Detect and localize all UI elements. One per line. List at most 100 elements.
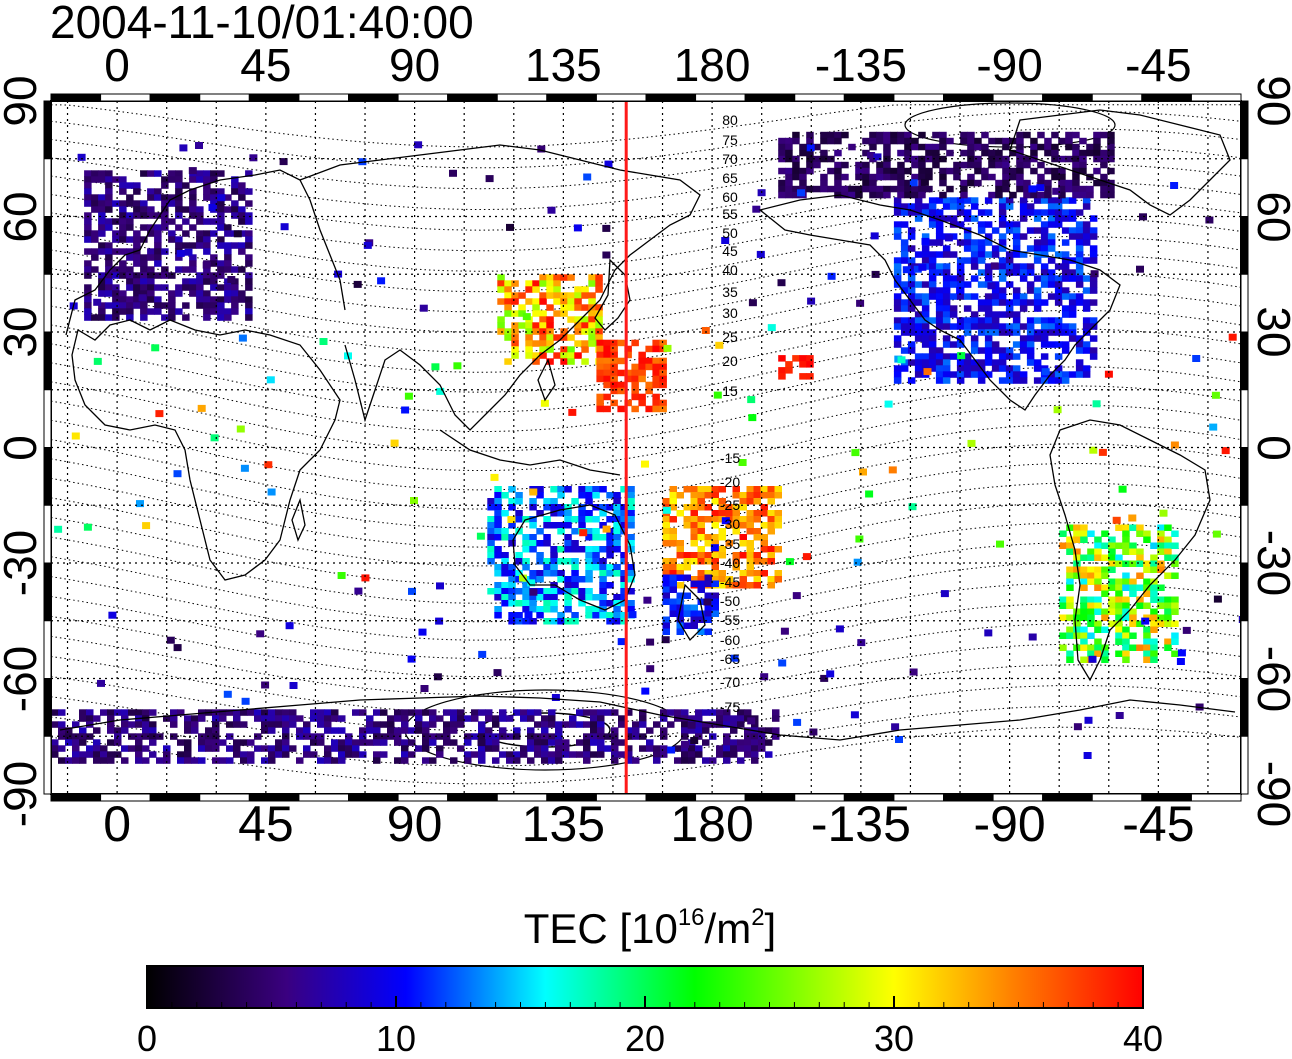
tec-cell <box>806 167 814 175</box>
tec-cell <box>995 179 1003 187</box>
tec-cell <box>303 721 311 728</box>
tec-cell <box>147 254 155 261</box>
tec-cell <box>261 745 269 752</box>
tec-cell <box>226 709 234 716</box>
tec-cell <box>1107 155 1115 163</box>
tec-cell <box>599 570 607 577</box>
tec-cell <box>567 304 575 311</box>
tec-cell <box>785 137 793 145</box>
tec-cell <box>1093 143 1101 151</box>
tec-cell <box>1107 167 1115 175</box>
tec-cell <box>1068 275 1077 282</box>
contour-labels: 8075706560555045403530252015-15-20-25-30… <box>720 112 740 715</box>
tec-cell <box>1171 602 1179 609</box>
tec-cell <box>652 363 660 371</box>
tec-cell <box>317 757 325 764</box>
tec-cell <box>963 257 972 264</box>
tec-cell <box>963 209 972 216</box>
tec-cell <box>140 266 148 273</box>
tec-cell <box>231 182 239 189</box>
colorbar-title-unit: /m <box>704 905 752 952</box>
tec-cell <box>1157 602 1165 609</box>
tec-cell <box>198 745 206 752</box>
tec-cell <box>995 191 1003 199</box>
tec-cell <box>991 317 1000 324</box>
tec-cell <box>532 328 540 335</box>
tec-cell <box>168 170 176 177</box>
tec-cell <box>1108 578 1116 585</box>
tec-cell <box>506 715 514 722</box>
tec-cell <box>588 292 596 299</box>
tec-cell <box>138 294 147 302</box>
tec-cell <box>744 727 752 734</box>
tec-cell <box>592 564 600 571</box>
tec-cell <box>1129 560 1137 567</box>
tec-cell <box>532 280 540 287</box>
tec-cell <box>508 588 516 595</box>
frame-segment <box>1240 100 1249 160</box>
tec-cell <box>669 540 677 547</box>
magnetic-contour <box>51 291 1241 373</box>
tec-cell <box>767 528 775 535</box>
tec-cell <box>1012 263 1021 270</box>
tec-cell <box>984 353 993 360</box>
tec-cell <box>1030 149 1038 157</box>
tec-cell <box>984 629 993 637</box>
tec-cell <box>217 212 225 219</box>
tec-cell <box>662 506 671 514</box>
tec-cell <box>238 212 246 219</box>
tec-cell <box>676 492 684 499</box>
tec-cell <box>923 368 932 376</box>
tec-cell <box>1030 191 1038 199</box>
tec-cell <box>154 254 162 261</box>
tec-cell <box>296 727 304 734</box>
tec-cell <box>599 510 607 517</box>
tec-cell <box>627 534 635 541</box>
tec-cell <box>688 751 696 758</box>
tec-cell <box>564 510 572 517</box>
magnetic-contour <box>51 181 1241 252</box>
tec-cell <box>525 328 533 335</box>
tec-cell <box>723 733 731 740</box>
tec-cell <box>620 618 628 625</box>
contour-label: 70 <box>722 151 738 167</box>
tec-cell <box>546 274 554 281</box>
tec-cell <box>1019 275 1028 282</box>
tec-cell <box>147 308 155 315</box>
tec-cell <box>960 161 968 169</box>
tec-cell <box>401 751 409 758</box>
tec-cell <box>1033 227 1042 234</box>
tec-cell <box>546 358 554 365</box>
tec-cell <box>660 745 668 752</box>
tec-cell <box>772 733 780 740</box>
tec-cell <box>567 292 575 299</box>
tec-cell <box>914 215 923 222</box>
tec-cell <box>911 173 919 181</box>
tec-cell <box>1040 263 1049 270</box>
tec-cell <box>128 721 136 728</box>
tec-cell <box>534 709 542 716</box>
tec-cell <box>119 290 127 297</box>
tec-cell <box>711 580 719 587</box>
tec-cell <box>683 552 691 559</box>
tec-cell <box>613 540 621 547</box>
tec-cell <box>620 612 628 619</box>
tec-cell <box>683 558 691 565</box>
tec-cell <box>834 137 842 145</box>
tec-cell <box>1016 161 1024 169</box>
tec-cell <box>578 588 586 595</box>
tec-cell <box>732 582 740 589</box>
right-latitude-label: -60 <box>1248 645 1292 712</box>
tec-cell <box>353 280 362 288</box>
tec-cell <box>84 302 92 309</box>
tec-cell <box>652 345 660 353</box>
tec-cell <box>219 739 227 746</box>
tec-cell <box>585 570 593 577</box>
tec-cell <box>142 757 150 764</box>
tec-cell <box>543 600 551 607</box>
tec-cell <box>606 552 614 559</box>
tec-cell <box>893 371 902 378</box>
tec-cell <box>1040 269 1049 276</box>
tec-cell <box>592 558 600 565</box>
